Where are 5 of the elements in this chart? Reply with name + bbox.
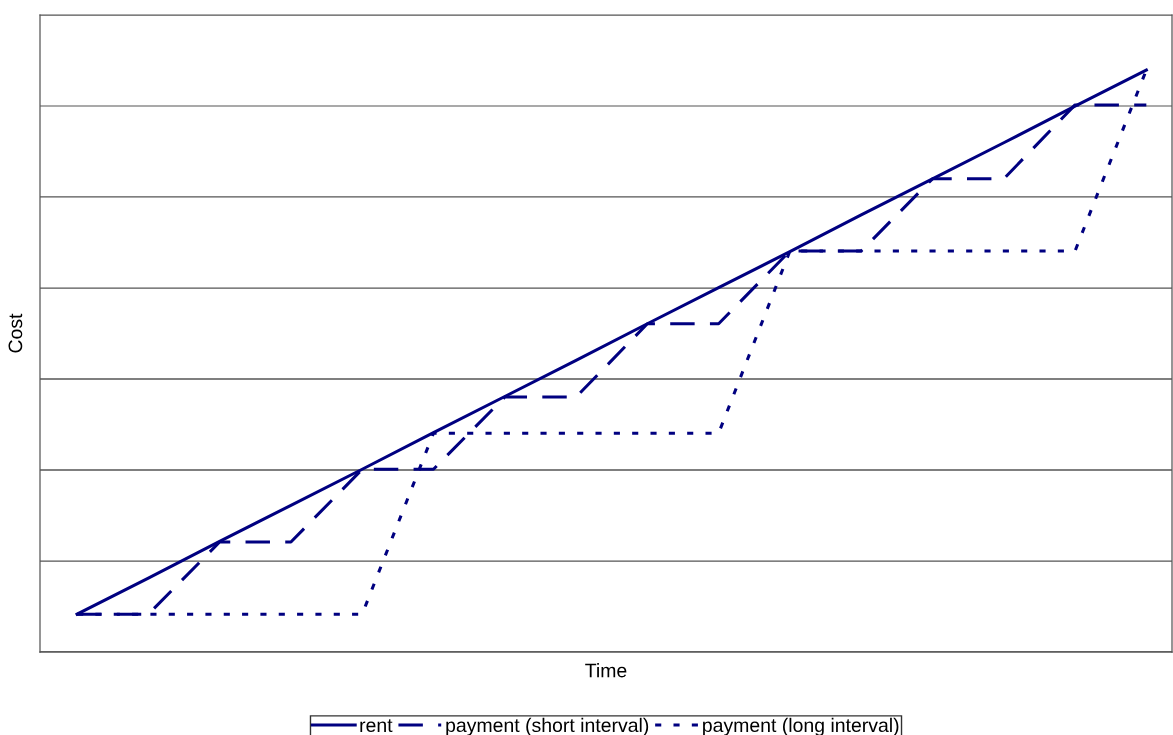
legend-label: rent — [360, 719, 393, 733]
y-axis-title: Cost — [8, 313, 23, 353]
x-axis-title: Time — [585, 663, 627, 678]
legend-label: payment (short interval) — [446, 717, 649, 735]
legend-label: payment (long interval) — [703, 717, 899, 735]
